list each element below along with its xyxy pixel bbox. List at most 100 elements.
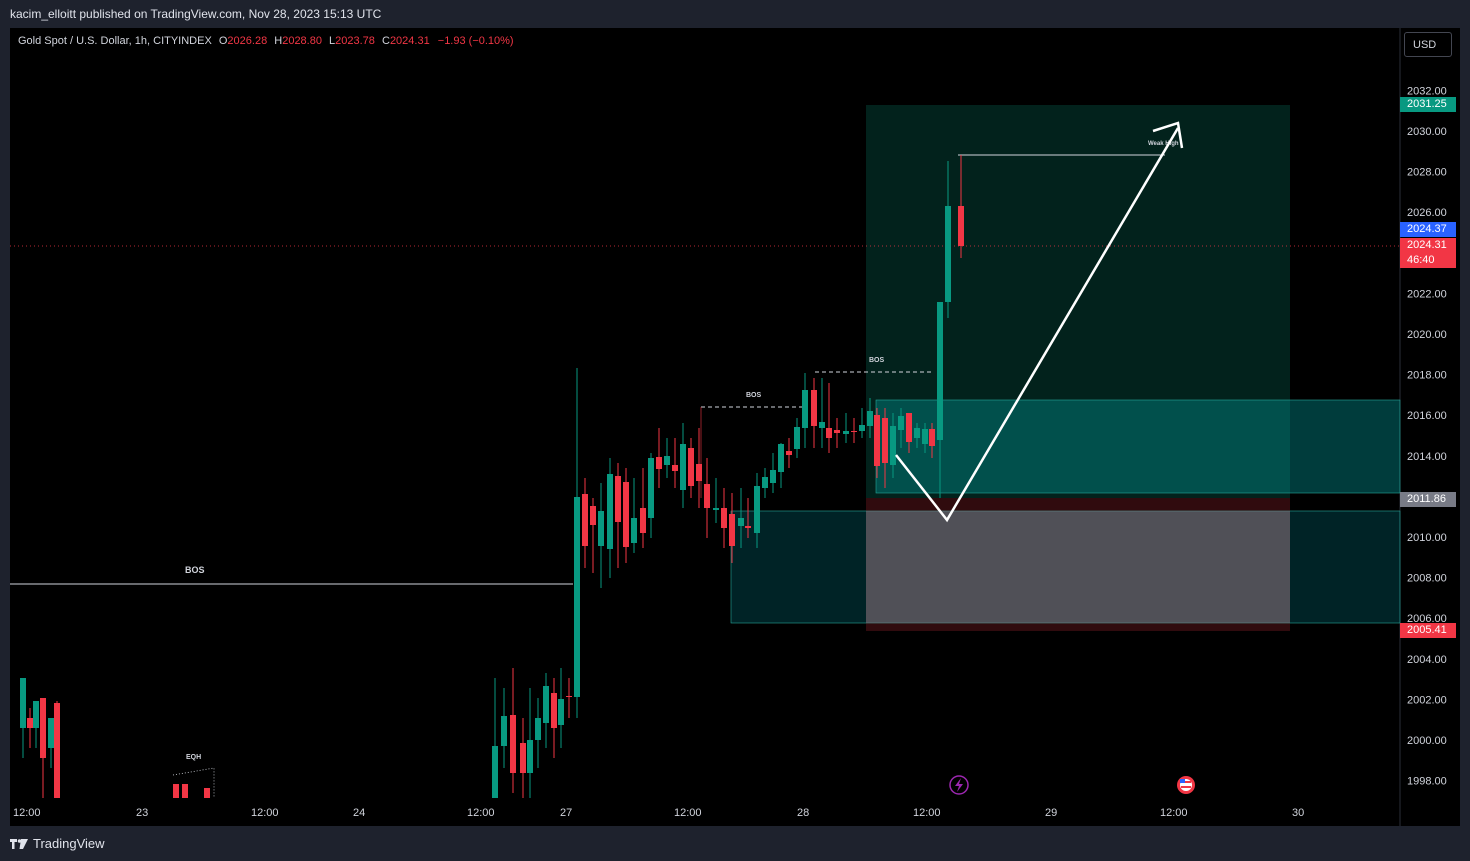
time-axis-label: 27 bbox=[560, 807, 572, 819]
candle-body bbox=[696, 464, 702, 481]
chart-pane[interactable]: 2032.00 2030.00 2028.00 2026.00 2022.00 2020.… bbox=[10, 28, 1460, 826]
price-axis-label: 2022.00 bbox=[1407, 288, 1447, 300]
price-chart-canvas[interactable]: 2032.00 2030.00 2028.00 2026.00 2022.00 2020.… bbox=[10, 28, 1460, 826]
price-axis-label: 2020.00 bbox=[1407, 329, 1447, 341]
candle-body bbox=[510, 715, 516, 773]
candle-body bbox=[672, 465, 678, 471]
candle-body bbox=[851, 431, 857, 432]
candle-body bbox=[623, 482, 629, 547]
candle-body bbox=[492, 746, 498, 798]
candle-body bbox=[640, 508, 646, 533]
symbol-name[interactable]: Gold Spot / U.S. Dollar, 1h, CITYINDEX bbox=[18, 35, 212, 47]
time-axis-label: 12:00 bbox=[913, 807, 941, 819]
open-value: 2026.28 bbox=[227, 35, 268, 47]
change-value: −1.93 (−0.10%) bbox=[437, 35, 514, 47]
candle-body bbox=[745, 526, 751, 528]
candle-body bbox=[906, 413, 912, 442]
price-axis-label: 2032.00 bbox=[1407, 85, 1447, 97]
time-axis-label: 12:00 bbox=[251, 807, 279, 819]
candle-body bbox=[680, 444, 686, 490]
candle-body bbox=[54, 703, 60, 798]
candle-body bbox=[688, 448, 694, 486]
take-profit-price-tag: 2031.25 bbox=[1400, 97, 1456, 112]
publisher-info: kacim_elloitt published on TradingView.c… bbox=[10, 7, 382, 21]
candle-body bbox=[898, 416, 904, 430]
candle-body bbox=[598, 511, 604, 546]
demand-zone-lower bbox=[730, 510, 1401, 624]
candle-body bbox=[914, 428, 920, 438]
close-label: C bbox=[381, 35, 390, 47]
candle-body bbox=[738, 518, 744, 526]
candle-body bbox=[48, 718, 54, 748]
candle-body bbox=[656, 457, 662, 469]
high-label: H bbox=[274, 35, 283, 47]
time-axis-label: 12:00 bbox=[13, 807, 41, 819]
price-axis-label: 2004.00 bbox=[1407, 654, 1447, 666]
price-axis-label: 2018.00 bbox=[1407, 370, 1447, 382]
candle-body bbox=[882, 418, 888, 463]
candle-body bbox=[778, 444, 784, 472]
weak-high-label: Weak High bbox=[1148, 141, 1179, 147]
tradingview-logo[interactable]: TradingView bbox=[10, 836, 105, 851]
stop-loss-price-tag: 2005.41 bbox=[1400, 623, 1456, 638]
close-value: 2024.31 bbox=[389, 35, 430, 47]
lightning-event-icon bbox=[949, 775, 969, 795]
candle-body bbox=[794, 427, 800, 449]
price-axis-label: 2006.00 bbox=[1407, 613, 1447, 625]
candle-body bbox=[582, 494, 588, 546]
candle-body bbox=[874, 415, 880, 466]
projection-arrowhead bbox=[1152, 121, 1184, 149]
candle-body bbox=[182, 784, 188, 798]
eqh-label: EQH bbox=[186, 754, 201, 761]
bos-label-main: BOS bbox=[185, 565, 205, 575]
entry-price-tag: 2011.86 bbox=[1400, 492, 1456, 507]
price-axis-label: 2030.00 bbox=[1407, 126, 1447, 138]
low-label: L bbox=[329, 35, 336, 47]
time-axis-label: 30 bbox=[1292, 807, 1304, 819]
candle-body bbox=[929, 429, 935, 446]
take-profit-zone bbox=[866, 105, 1290, 498]
candle-body bbox=[721, 508, 727, 528]
candle-body bbox=[574, 497, 580, 697]
candle-body bbox=[551, 693, 557, 728]
candle-body bbox=[566, 696, 572, 697]
candle-body bbox=[811, 390, 817, 426]
symbol-legend: Gold Spot / U.S. Dollar, 1h, CITYINDEX O… bbox=[18, 35, 514, 47]
candle-body bbox=[762, 477, 768, 488]
price-axis-label: 2008.00 bbox=[1407, 573, 1447, 585]
candle-body bbox=[204, 788, 210, 798]
candle-body bbox=[890, 426, 896, 465]
candle-body bbox=[527, 740, 533, 773]
price-axis-label: 2014.00 bbox=[1407, 451, 1447, 463]
candle-body bbox=[867, 411, 873, 426]
candle-body bbox=[819, 422, 825, 428]
us-flag-event-icon bbox=[1177, 776, 1195, 794]
footer-bar: TradingView bbox=[0, 826, 1470, 861]
candle-body bbox=[615, 476, 621, 522]
brand-name: TradingView bbox=[33, 836, 105, 851]
candle-body bbox=[27, 718, 33, 728]
time-axis-label: 12:00 bbox=[1160, 807, 1188, 819]
candle-body bbox=[501, 716, 507, 746]
publish-header: kacim_elloitt published on TradingView.c… bbox=[0, 0, 1470, 28]
price-axis-label: 1998.00 bbox=[1407, 776, 1447, 788]
stop-loss-zone-overlay bbox=[866, 511, 1290, 623]
high-value: 2028.80 bbox=[282, 35, 322, 47]
candle-body bbox=[826, 428, 832, 438]
stop-loss-zone bbox=[866, 498, 1290, 631]
price-axis-label: 2028.00 bbox=[1407, 167, 1447, 179]
candle-body bbox=[834, 430, 840, 433]
candle-body bbox=[770, 470, 776, 483]
candle-body bbox=[937, 302, 943, 440]
price-axis-label: 2000.00 bbox=[1407, 735, 1447, 747]
time-axis-label: 12:00 bbox=[674, 807, 702, 819]
bar-countdown-tag: 46:40 bbox=[1400, 253, 1456, 268]
open-label: O bbox=[218, 35, 228, 47]
candle-body bbox=[648, 458, 654, 518]
candle-body bbox=[958, 206, 964, 246]
bid-price-tag: 2024.37 bbox=[1400, 222, 1456, 237]
currency-button[interactable]: USD bbox=[1404, 32, 1452, 57]
candle-body bbox=[535, 718, 541, 740]
bos-label-top: BOS bbox=[869, 357, 885, 364]
price-axis-label: 2026.00 bbox=[1407, 207, 1447, 219]
